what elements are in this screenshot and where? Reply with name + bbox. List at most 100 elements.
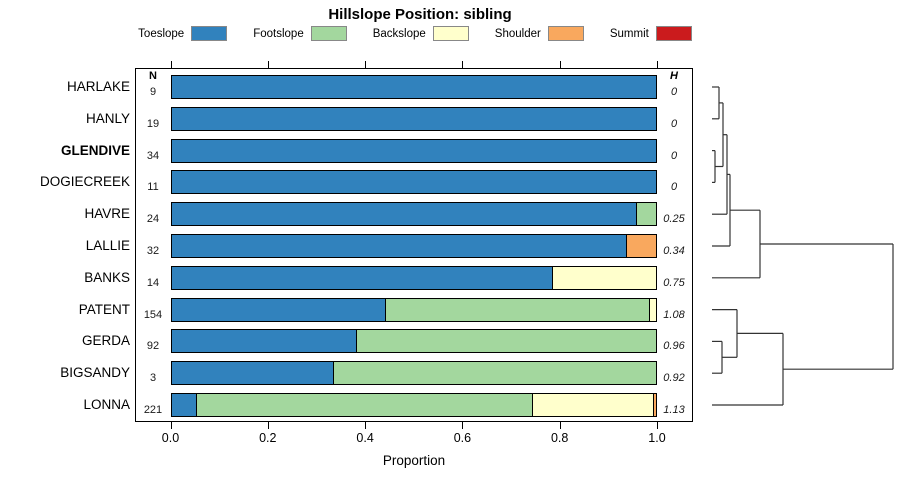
h-value: 0.75 — [663, 276, 685, 289]
bar-segment-toeslope — [171, 76, 656, 98]
n-value: 32 — [146, 245, 160, 257]
legend-item-label: Summit — [609, 27, 649, 40]
axis-tick-top — [657, 61, 658, 68]
axis-tick-label: 0.8 — [550, 431, 569, 445]
stacked-bar — [170, 234, 657, 258]
bar-segment-shoulder — [625, 235, 656, 257]
n-value: 221 — [143, 404, 163, 416]
legend-item: Backslope — [373, 26, 469, 41]
stacked-bar — [170, 297, 657, 322]
legend-item-label: Footslope — [253, 27, 304, 40]
n-value: 11 — [147, 181, 159, 194]
plot-area — [135, 68, 693, 422]
bar-segment-footslope — [195, 394, 533, 416]
bar-segment-footslope — [384, 298, 649, 321]
axis-tick-top — [267, 61, 269, 68]
legend-item-label: Toeslope — [138, 27, 185, 40]
h-value: 0.92 — [663, 372, 685, 385]
bar-segment-toeslope — [171, 330, 356, 353]
bar-segment-footslope — [635, 203, 656, 226]
stacked-bar — [170, 75, 657, 99]
bar-segment-toeslope — [171, 171, 656, 194]
legend-swatch-icon — [310, 26, 347, 41]
stacked-bar — [170, 361, 657, 386]
stacked-bar — [170, 138, 657, 163]
n-value: 24 — [146, 213, 160, 226]
row-label: PATENT — [78, 301, 130, 317]
stacked-bar — [170, 106, 657, 131]
axis-tick-top — [170, 61, 172, 68]
row-label: HANLY — [85, 110, 130, 126]
legend-item-label: Shoulder — [494, 27, 541, 40]
row-label: HARLAKE — [66, 79, 130, 94]
bar-segment-footslope — [355, 330, 656, 353]
bar-segment-backslope — [532, 394, 654, 416]
x-axis-label: Proportion — [382, 453, 446, 468]
bar-segment-backslope — [551, 266, 656, 289]
bar-segment-toeslope — [171, 298, 385, 321]
row-label: BANKS — [84, 269, 130, 285]
h-column-header: H — [670, 70, 678, 82]
axis-tick-bottom — [170, 422, 172, 429]
axis-tick-label: 1.0 — [648, 431, 666, 445]
stacked-bar — [170, 265, 657, 290]
legend-item-label: Backslope — [372, 27, 426, 40]
axis-tick-label: 0.2 — [259, 431, 277, 445]
axis-tick-bottom — [559, 422, 561, 429]
legend-swatch-icon — [191, 26, 228, 41]
axis-tick-top — [462, 61, 464, 68]
n-value: 154 — [143, 308, 163, 321]
legend: Toeslope Footslope Backslope Shoulder Summit — [55, 26, 775, 41]
h-value: 1.13 — [663, 404, 685, 416]
legend-item: Shoulder — [495, 26, 584, 41]
legend-swatch-icon — [547, 26, 584, 41]
stacked-bar — [170, 202, 657, 227]
h-value: 0.34 — [663, 245, 685, 257]
axis-tick-top — [365, 61, 367, 68]
axis-tick-bottom — [657, 422, 658, 429]
bar-segment-toeslope — [171, 266, 552, 289]
h-value: 0 — [670, 117, 678, 130]
row-label: DOGIECREEK — [39, 174, 130, 190]
bar-segment-footslope — [332, 362, 656, 385]
n-column-header: N — [149, 70, 157, 82]
legend-swatch-icon — [655, 26, 692, 41]
stacked-bar — [170, 170, 657, 195]
legend-swatch-icon — [432, 26, 469, 41]
h-value: 1.08 — [663, 308, 685, 321]
row-label: LALLIE — [85, 238, 130, 253]
axis-tick-bottom — [365, 422, 367, 429]
bar-segment-shoulder — [653, 394, 656, 416]
n-value: 14 — [146, 276, 160, 289]
bar-segment-toeslope — [171, 139, 656, 162]
axis-tick-top — [559, 61, 561, 68]
bar-segment-toeslope — [171, 203, 636, 226]
legend-item: Footslope — [253, 26, 347, 41]
row-label: LONNA — [83, 397, 130, 412]
n-value: 34 — [146, 149, 160, 162]
row-label: BIGSANDY — [60, 365, 130, 381]
row-label: GLENDIVE — [60, 142, 130, 158]
n-value: 19 — [146, 117, 160, 130]
h-value: 0.25 — [663, 213, 685, 226]
h-value: 0 — [670, 181, 678, 194]
n-value: 9 — [149, 86, 157, 98]
stacked-bar — [170, 393, 657, 417]
axis-tick-label: 0.6 — [453, 431, 472, 445]
legend-item: Toeslope — [138, 26, 228, 41]
stacked-bar — [170, 329, 657, 354]
bar-segment-toeslope — [171, 394, 196, 416]
axis-tick-label: 0.4 — [356, 431, 374, 445]
row-label: HAVRE — [84, 206, 130, 222]
bar-segment-toeslope — [171, 107, 656, 130]
row-label: GERDA — [81, 333, 130, 349]
h-value: 0.96 — [663, 340, 685, 353]
bar-segment-backslope — [648, 298, 656, 321]
axis-tick-bottom — [267, 422, 269, 429]
axis-tick-bottom — [462, 422, 464, 429]
legend-item: Summit — [610, 26, 692, 41]
n-value: 3 — [149, 372, 157, 385]
h-value: 0 — [670, 86, 678, 98]
bar-segment-toeslope — [171, 362, 333, 385]
